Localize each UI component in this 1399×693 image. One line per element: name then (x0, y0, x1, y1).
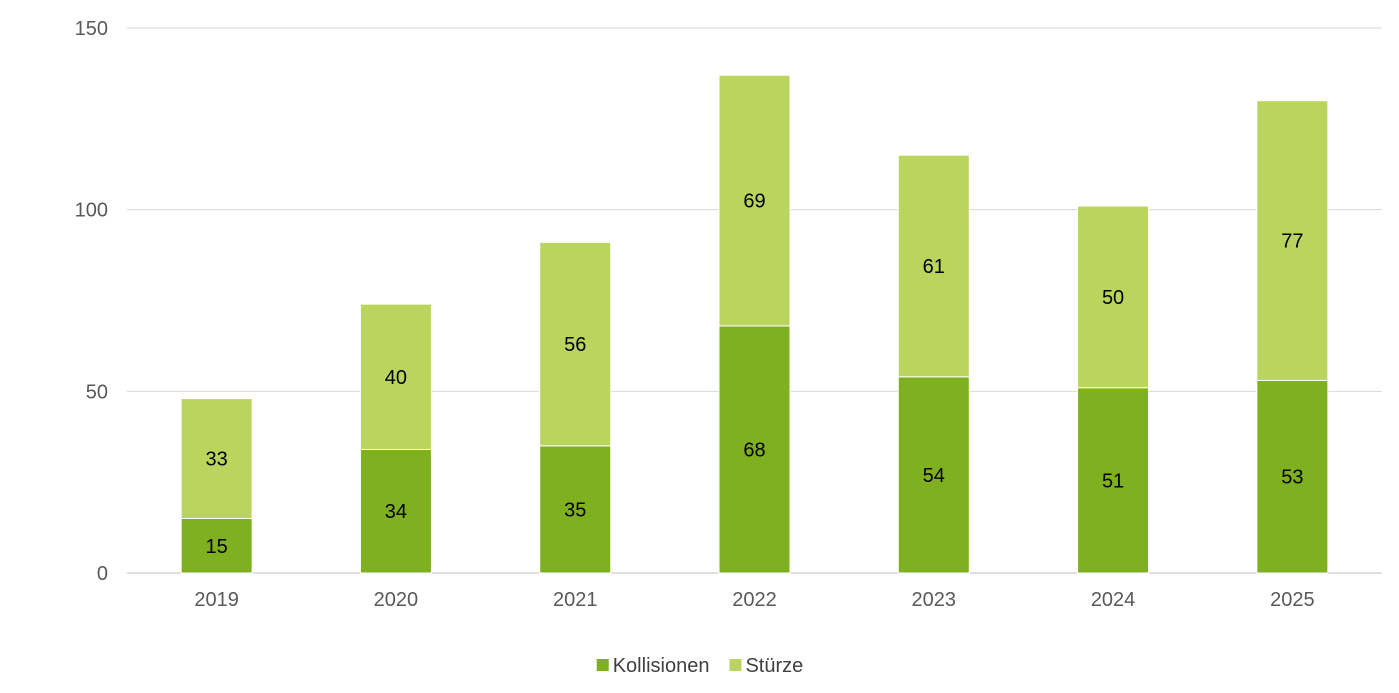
data-label: 54 (923, 465, 945, 487)
y-tick-label: 150 (75, 18, 108, 40)
bar-segment-kollisionen (718, 325, 791, 574)
bar-segment-kollisionen (180, 518, 253, 574)
data-label: 40 (385, 367, 407, 389)
data-labels: 15 33 34 40 35 56 68 69 54 61 51 50 53 77 (206, 191, 1304, 558)
x-tick-label: 2020 (374, 589, 419, 611)
data-label: 50 (1102, 287, 1124, 309)
y-tick-label: 50 (86, 381, 108, 403)
data-label: 53 (1281, 467, 1303, 489)
x-axis-tick-labels: 2019 2020 2021 2022 2023 2024 2025 (194, 589, 1314, 611)
bar-segment-stuerze (1256, 100, 1329, 381)
bar-segment-kollisionen (1077, 387, 1150, 574)
bars (180, 74, 1329, 574)
data-label: 33 (206, 449, 228, 471)
data-label: 77 (1281, 231, 1303, 253)
x-tick-label: 2025 (1270, 589, 1315, 611)
legend-item: Stürze (729, 655, 803, 677)
x-tick-label: 2022 (732, 589, 777, 611)
data-label: 15 (206, 536, 228, 558)
legend-swatch (596, 659, 609, 671)
bar-segment-stuerze (539, 241, 612, 447)
data-label: 51 (1102, 470, 1124, 492)
data-label: 61 (923, 256, 945, 278)
y-tick-label: 0 (97, 563, 108, 585)
x-tick-label: 2021 (553, 589, 598, 611)
bar-segment-stuerze (180, 398, 253, 520)
legend-label: Kollisionen (613, 655, 710, 677)
data-label: 34 (385, 501, 407, 523)
data-label: 68 (743, 439, 765, 461)
data-label: 35 (564, 499, 586, 521)
y-tick-label: 100 (75, 200, 108, 222)
bar-segment-stuerze (718, 74, 791, 327)
bar-segment-stuerze (897, 154, 970, 378)
legend: Kollisionen Stürze (596, 655, 803, 677)
bar-segment-kollisionen (1256, 379, 1329, 574)
bar-segment-stuerze (359, 303, 432, 450)
x-tick-label: 2023 (912, 589, 957, 611)
x-tick-label: 2019 (194, 589, 239, 611)
x-tick-label: 2024 (1091, 589, 1136, 611)
bar-segment-kollisionen (359, 448, 432, 574)
bar-segment-kollisionen (897, 376, 970, 574)
bar-segment-kollisionen (539, 445, 612, 574)
data-label: 56 (564, 334, 586, 356)
bar-segment-stuerze (1077, 205, 1150, 389)
data-label: 69 (743, 191, 765, 213)
legend-swatch (729, 659, 742, 671)
legend-item: Kollisionen (596, 655, 710, 677)
legend-label: Stürze (745, 655, 803, 677)
y-axis-tick-labels: 0 50 100 150 (75, 18, 108, 585)
